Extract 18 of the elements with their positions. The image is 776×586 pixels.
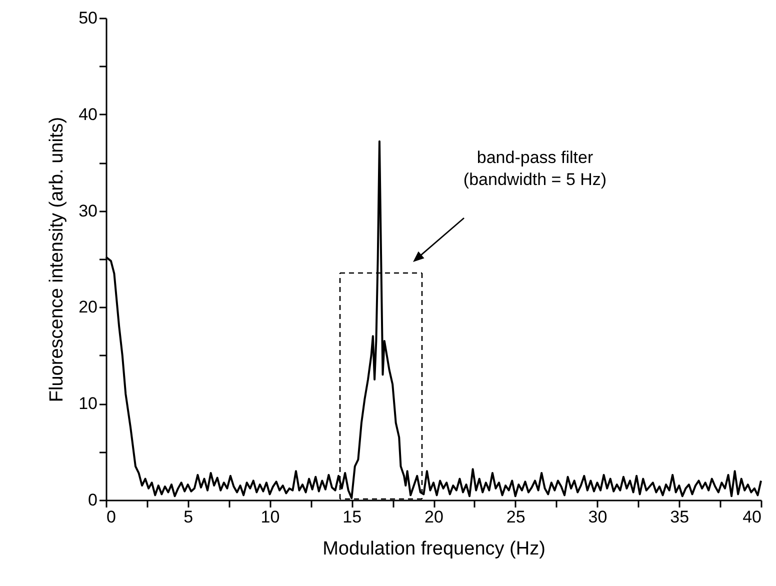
y-tick-label: 0 <box>88 490 98 510</box>
y-tick-label: 40 <box>78 104 98 124</box>
annotation: band-pass filter (bandwidth = 5 Hz) <box>463 148 607 189</box>
x-tick-label: 25 <box>506 508 526 526</box>
x-axis-title: Modulation frequency (Hz) <box>322 538 546 560</box>
x-tick-label: 0 <box>106 508 116 526</box>
x-tick-label: 40 <box>742 508 762 526</box>
y-tick-label: 20 <box>78 298 98 317</box>
x-tick-label: 15 <box>342 508 362 526</box>
x-tick-label: 35 <box>670 508 690 526</box>
y-tick-label: 50 <box>78 8 98 28</box>
x-tick-label: 20 <box>424 508 444 526</box>
x-tick-label: 30 <box>588 508 608 526</box>
y-tick-label: 10 <box>78 394 98 414</box>
y-tick-label: 30 <box>78 201 98 220</box>
x-tick-label: 10 <box>260 508 280 526</box>
y-axis-title: Fluorescence intensity (arb. units) <box>46 116 68 402</box>
x-tick-label: 5 <box>184 508 194 526</box>
